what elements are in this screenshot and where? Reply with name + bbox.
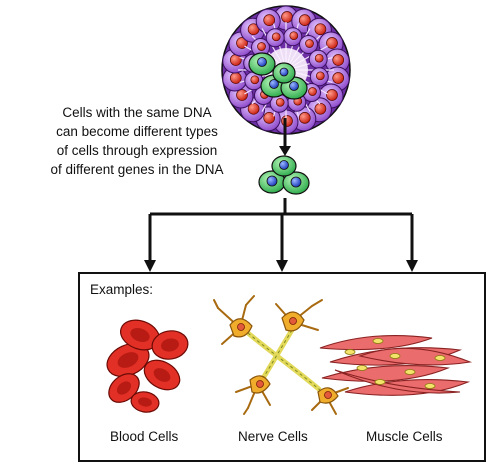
examples-title: Examples:: [90, 282, 154, 297]
cluster-cell-nucleus: [314, 53, 324, 63]
cluster-cell-nucleus: [247, 102, 260, 115]
caption-line: can become different types: [56, 124, 218, 139]
caption-line: Cells with the same DNA: [62, 105, 212, 120]
caption-line: of cells through expression: [56, 143, 218, 158]
cluster-cell-nucleus: [289, 31, 299, 41]
cluster-cell-nucleus: [250, 75, 260, 85]
cluster-cell-nucleus: [257, 42, 266, 51]
cluster-cell-nucleus: [305, 39, 314, 48]
nerve-cells-illustration: [213, 295, 349, 415]
cluster-cell-nucleus: [263, 112, 276, 124]
isolated-stem-cells: [258, 155, 310, 195]
cluster-cell-nucleus: [326, 37, 338, 49]
cluster-cell-nucleus: [315, 71, 325, 81]
cluster-cell-nucleus: [326, 89, 338, 101]
cluster-cell-nucleus: [332, 72, 345, 84]
branch-arrows: [148, 198, 414, 262]
cluster-cell-nucleus: [314, 23, 327, 36]
cluster-cell-nucleus: [263, 14, 276, 26]
cluster-cell-nucleus: [236, 89, 248, 101]
muscle-cells-label: Muscle Cells: [366, 429, 443, 444]
cluster-cell-nucleus: [281, 11, 293, 23]
cluster-cell-nucleus: [281, 115, 293, 127]
muscle-cells-illustration: [319, 335, 473, 396]
cluster-cell-nucleus: [332, 54, 345, 66]
inner-cell-mass: [248, 52, 308, 100]
caption-line: of different genes in the DNA: [50, 162, 224, 177]
blood-cells-illustration: [106, 319, 189, 413]
blood-cells-label: Blood Cells: [110, 429, 179, 444]
nerve-cells-label: Nerve Cells: [238, 429, 308, 444]
cluster-cell-nucleus: [308, 87, 317, 96]
arrow-to-stem-cells: [279, 118, 291, 156]
cluster-cell-nucleus: [275, 97, 285, 107]
explanation-caption: Cells with the same DNA can become diffe…: [26, 103, 248, 179]
cluster-cell-nucleus: [298, 14, 311, 26]
stem-cell-cluster: [221, 5, 351, 135]
cluster-cell-nucleus: [298, 112, 311, 124]
arrowheads: [144, 260, 418, 272]
cluster-cell-nucleus: [271, 32, 281, 42]
cluster-cell-nucleus: [314, 102, 327, 115]
